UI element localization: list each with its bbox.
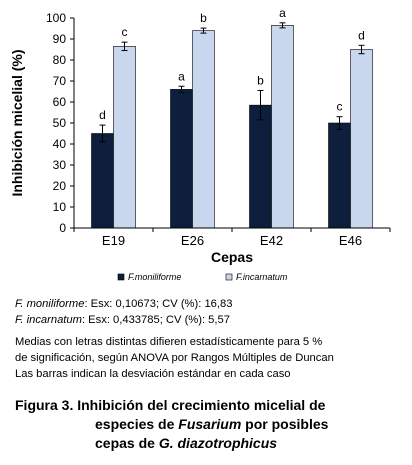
- stats-values-1: : Esx: 0,10673; CV (%): 16,83: [84, 298, 233, 310]
- x-tick-label: E19: [102, 233, 125, 248]
- x-axis-ticks: E19 E26 E42 E46: [73, 228, 391, 248]
- caption-text-2b: Fusarium: [178, 416, 242, 432]
- significance-letter: a: [279, 6, 286, 20]
- y-tick-label: 80: [53, 53, 67, 67]
- bar-moniliforme-E19: [91, 133, 114, 229]
- figure-caption: Figura 3. Inhibición del crecimiento mic…: [15, 396, 405, 453]
- y-tick-label: 100: [46, 11, 66, 25]
- bar-incarnatum-E19: [113, 46, 136, 229]
- footnote-line-2: de significación, según ANOVA por Rangos…: [15, 352, 334, 364]
- bar-moniliforme-E46: [328, 122, 351, 229]
- footnote: Medias con letras distintas difieren est…: [15, 334, 405, 382]
- bar-incarnatum-E46: [350, 49, 373, 229]
- y-tick-label: 20: [53, 179, 67, 193]
- significance-letter: d: [358, 28, 365, 42]
- bar-chart: 0 10 20 30 40 50 60 70 80 90 100 d c a b b a c d E19 E26 E4…: [9, 6, 391, 282]
- caption-text-2c: por posibles: [241, 416, 329, 432]
- bar-moniliforme-E26: [170, 89, 193, 229]
- caption-text-3b: G. diazotrophicus: [158, 435, 278, 451]
- y-tick-label: 70: [53, 74, 67, 88]
- legend-swatch: [225, 273, 233, 281]
- y-axis-label: Inhibición micelial (%): [9, 49, 25, 196]
- caption-text-3a: cepas de: [95, 435, 159, 451]
- x-tick-label: E26: [181, 233, 204, 248]
- y-tick-label: 60: [53, 95, 67, 109]
- bar-moniliforme-E42: [249, 104, 272, 229]
- stats-values-2: : Esx: 0,433785; CV (%): 5,57: [81, 314, 230, 326]
- y-axis-ticks: 0 10 20 30 40 50 60 70 80 90 100: [46, 11, 74, 235]
- y-tick-label: 90: [53, 32, 67, 46]
- significance-letter: b: [200, 11, 207, 25]
- caption-text-2a: especies de: [95, 416, 179, 432]
- caption-line-3: cepas de G. diazotrophicus: [15, 434, 405, 453]
- legend: F.moniliforme F.incarnatum: [117, 272, 288, 282]
- caption-line-2: especies de Fusarium por posibles: [15, 415, 405, 434]
- stats-line-moniliforme: F. moniliforme: Esx: 0,10673; CV (%): 16…: [15, 296, 405, 312]
- stats-species-2: F. incarnatum: [15, 314, 82, 326]
- bars: d c a b b a c d: [91, 6, 373, 229]
- legend-swatch: [117, 273, 125, 281]
- bar-incarnatum-E26: [192, 30, 215, 229]
- significance-letter: d: [99, 108, 106, 122]
- y-tick-label: 50: [53, 116, 67, 130]
- significance-letter: a: [178, 69, 185, 83]
- y-tick-label: 10: [53, 200, 67, 214]
- footnote-line-1: Medias con letras distintas difieren est…: [15, 336, 323, 348]
- bar-incarnatum-E42: [271, 25, 294, 229]
- significance-letter: c: [337, 100, 343, 114]
- legend-label: F.moniliforme: [128, 272, 181, 282]
- x-tick-label: E46: [339, 233, 362, 248]
- y-tick-label: 30: [53, 158, 67, 172]
- significance-letter: c: [122, 25, 128, 39]
- x-tick-label: E42: [260, 233, 283, 248]
- y-tick-label: 0: [59, 221, 66, 235]
- caption-line-1: Figura 3. Inhibición del crecimiento mic…: [15, 397, 326, 413]
- x-axis-label: Cepas: [211, 249, 253, 265]
- stats-species-1: F. moniliforme: [15, 298, 85, 310]
- stats-block: F. moniliforme: Esx: 0,10673; CV (%): 16…: [15, 296, 405, 328]
- y-tick-label: 40: [53, 137, 67, 151]
- significance-letter: b: [257, 73, 264, 87]
- stats-line-incarnatum: F. incarnatum: Esx: 0,433785; CV (%): 5,…: [15, 312, 405, 328]
- legend-label: F.incarnatum: [236, 272, 288, 282]
- footnote-line-3: Las barras indican la desviación estánda…: [15, 368, 291, 380]
